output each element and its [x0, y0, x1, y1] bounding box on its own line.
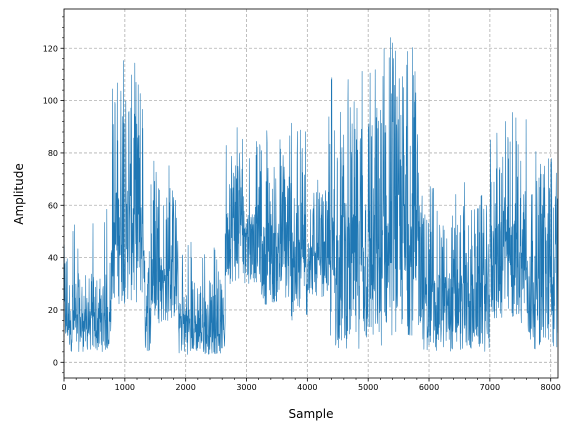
x-tick-label: 7000: [480, 383, 500, 392]
x-tick-label: 4000: [297, 383, 317, 392]
y-tick-label: 100: [43, 97, 58, 106]
x-tick-label: 0: [61, 383, 66, 392]
x-tick-label: 2000: [175, 383, 195, 392]
y-tick-label: 20: [48, 306, 58, 315]
plot-frame: [63, 8, 559, 379]
x-tick-label: 8000: [541, 383, 561, 392]
plot-clip-group: [63, 37, 559, 355]
x-tick-label: 6000: [419, 383, 439, 392]
x-axis-title: Sample: [289, 407, 334, 421]
x-tick-label: 3000: [236, 383, 256, 392]
y-tick-label: 60: [48, 201, 58, 210]
y-tick-label: 80: [48, 149, 58, 158]
y-tick-label: 120: [43, 44, 58, 53]
y-tick-label: 0: [53, 358, 58, 367]
amplitude-series-line: [63, 37, 559, 355]
x-tick-label: 1000: [115, 383, 135, 392]
axis-ticks: 0 1000 2000 3000 4000 5000 6000 7000 8000 0 20 40 60…: [43, 16, 561, 392]
y-tick-label: 40: [48, 254, 58, 263]
y-axis-title: Amplitude: [12, 163, 26, 225]
x-tick-label: 5000: [358, 383, 378, 392]
